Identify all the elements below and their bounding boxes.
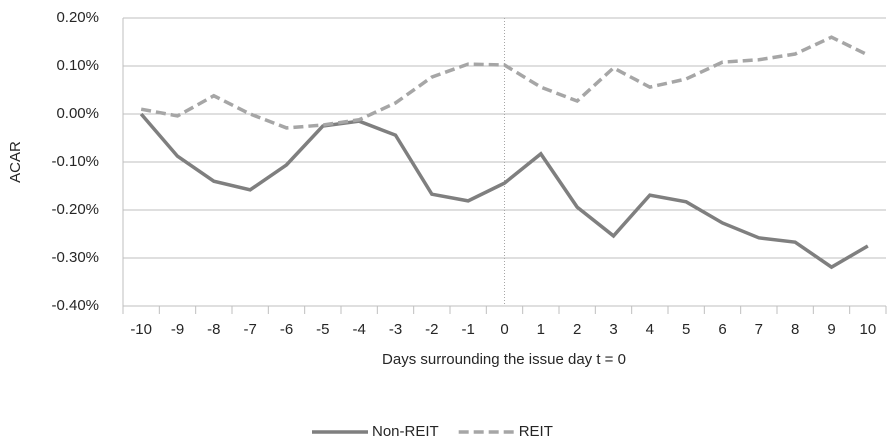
x-tick-label: -6: [280, 321, 293, 338]
x-tick-label: -5: [316, 321, 329, 338]
x-axis-title: Days surrounding the issue day t = 0: [382, 351, 626, 368]
x-tick-label: 10: [859, 321, 876, 338]
x-tick-label: 4: [646, 321, 654, 338]
x-tick-label: 6: [718, 321, 726, 338]
x-tick-label: -7: [243, 321, 256, 338]
x-tick-label: 0: [500, 321, 508, 338]
x-tick-label: 1: [537, 321, 545, 338]
x-tick-label: -1: [461, 321, 474, 338]
x-tick-label: -3: [389, 321, 402, 338]
x-tick-label: -8: [207, 321, 220, 338]
x-tick-label: 9: [827, 321, 835, 338]
legend-label: REIT: [519, 423, 553, 440]
y-tick-label: -0.40%: [51, 297, 99, 314]
line-series: [139, 112, 869, 270]
x-tick-label: -4: [352, 321, 365, 338]
x-tick-label: 3: [609, 321, 617, 338]
x-tick-label: -2: [425, 321, 438, 338]
x-tick-label: 8: [791, 321, 799, 338]
legend-label: Non-REIT: [372, 423, 439, 440]
y-tick-label: -0.20%: [51, 201, 99, 218]
line-series: [140, 35, 869, 130]
x-tick-label: -9: [171, 321, 184, 338]
x-tick-label: 2: [573, 321, 581, 338]
y-tick-label: 0.10%: [56, 57, 99, 74]
x-tick-label: 7: [755, 321, 763, 338]
y-axis-title: ACAR: [7, 141, 24, 183]
y-tick-label: -0.30%: [51, 249, 99, 266]
y-tick-label: 0.20%: [56, 9, 99, 26]
x-tick-label: 5: [682, 321, 690, 338]
y-tick-label: -0.10%: [51, 153, 99, 170]
x-tick-label: -10: [130, 321, 152, 338]
y-tick-label: 0.00%: [56, 105, 99, 122]
